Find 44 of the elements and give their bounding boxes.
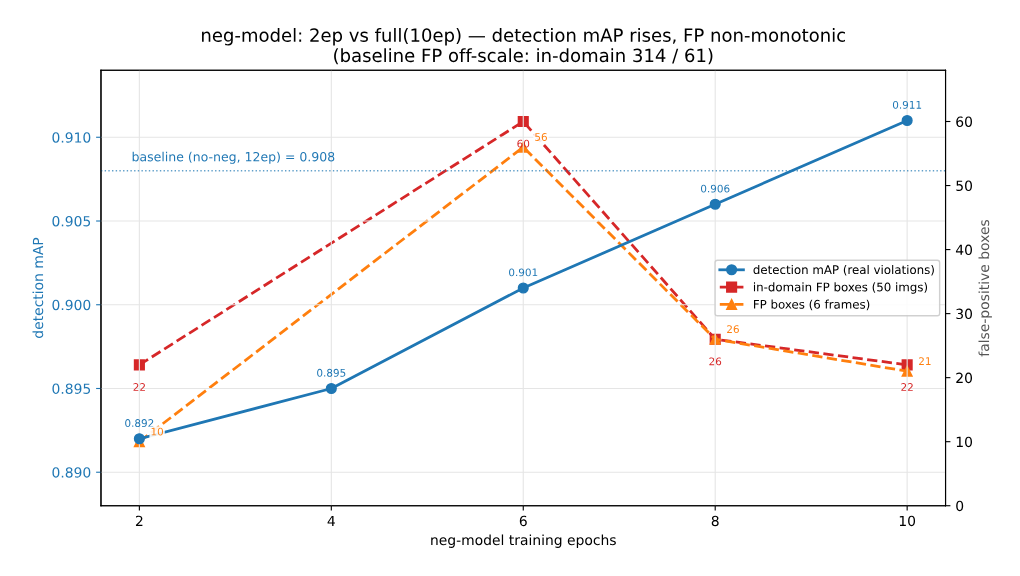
y-tick-label: 0.895: [52, 383, 91, 394]
x-tick-label: 8: [711, 515, 719, 527]
y2-tick-label: 60: [956, 116, 973, 127]
x-tick-label: 10: [899, 515, 916, 527]
point: [709, 198, 721, 210]
point: [325, 382, 337, 395]
legend-label: detection mAP (real violations): [753, 264, 934, 276]
chart-title: neg-model: 2ep vs full(10ep) — detection mAP rises, FP non-monotonic (baseline FP off-scale: in-domain 314 / 61): [202, 28, 845, 65]
x-tick-label: 4: [327, 515, 335, 526]
y-axis-title: detection mAP: [32, 237, 44, 338]
y2-tick-label: 30: [956, 308, 973, 320]
y-tick-label: 0.905: [52, 215, 91, 227]
y2-tick-label: 20: [956, 372, 973, 384]
point: [901, 114, 913, 127]
point: [133, 359, 145, 371]
data-label: 22: [133, 383, 145, 391]
data-label: 26: [709, 357, 722, 366]
y2-tick-label: 10: [956, 436, 973, 448]
x-tick-label: 6: [519, 515, 527, 527]
y2-tick-label: 40: [955, 244, 973, 256]
y2-tick-label: 0: [956, 500, 964, 512]
point: [517, 115, 529, 128]
data-label: 0.906: [700, 184, 730, 193]
x-axis-title: neg-model training epochs: [431, 534, 616, 548]
y2-axis-title: false-positive boxes: [978, 219, 992, 357]
data-label: 0.892: [125, 419, 154, 427]
data-label: 21: [919, 357, 931, 365]
x-tick-label: 2: [135, 515, 143, 526]
data-label: 0.895: [317, 368, 346, 377]
data-label: 0.901: [509, 268, 538, 277]
ref-line-label: baseline (no-neg, 12ep) = 0.908: [132, 151, 335, 164]
y-tick-label: 0.910: [52, 132, 91, 143]
y-tick-label: 0.900: [52, 299, 91, 311]
data-label: 10: [151, 427, 164, 436]
data-label: 26: [727, 325, 739, 334]
y-tick-label: 0.890: [52, 467, 91, 478]
data-label: 0.911: [892, 100, 922, 109]
data-label: 56: [535, 133, 547, 141]
data-label: 60: [517, 139, 530, 148]
point: [517, 282, 529, 294]
y2-tick-label: 50: [956, 180, 973, 192]
legend-label: FP boxes (6 frames): [754, 299, 870, 311]
legend-label: in-domain FP boxes (50 imgs): [753, 282, 928, 294]
data-label: 22: [901, 383, 913, 391]
